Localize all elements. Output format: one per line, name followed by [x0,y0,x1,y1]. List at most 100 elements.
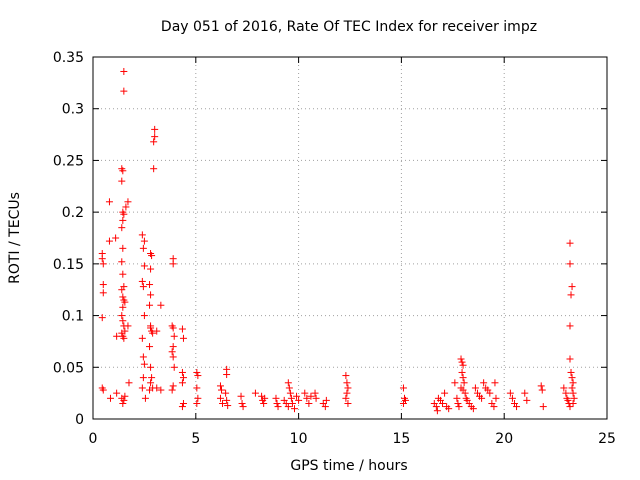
data-point [564,396,572,404]
data-point [301,389,309,397]
data-point [170,332,178,340]
data-point [119,317,127,325]
x-axis-label: GPS time / hours [290,458,407,474]
data-point [569,399,577,407]
data-point [118,224,126,232]
grid-lines [93,57,607,419]
data-point [284,379,292,387]
data-point [147,379,155,387]
data-point [120,396,128,404]
data-point [120,87,128,95]
data-point [124,322,132,330]
data-point [570,394,578,402]
data-point [491,379,499,387]
data-point [139,244,147,252]
data-point [120,334,128,342]
data-point [140,360,148,368]
data-point [568,283,576,291]
data-point [458,358,466,366]
data-point [99,289,107,297]
data-point [178,379,186,387]
data-point [179,374,187,382]
data-point [322,396,330,404]
plot-frame [92,56,608,420]
data-point [168,386,176,394]
y-tick-label: 0.05 [53,360,84,376]
data-point [146,301,154,309]
data-point [138,231,146,239]
data-point [566,260,574,268]
data-point [343,389,351,397]
x-tick-label: 25 [598,431,616,447]
data-point [453,394,461,402]
data-point [140,237,148,245]
data-point [569,379,577,387]
data-point [223,371,231,379]
y-axis-label: ROTI / TECUs [7,192,23,284]
data-point [272,394,280,402]
data-point [113,389,121,397]
data-point [523,396,531,404]
data-point [344,399,352,407]
data-point [178,403,186,411]
y-tick-label: 0.35 [53,50,84,66]
data-point [261,394,269,402]
data-point [459,361,467,369]
data-point [169,324,177,332]
data-point [287,394,295,402]
data-point [157,301,165,309]
data-point [223,396,231,404]
data-point [537,382,545,390]
data-point [321,403,329,411]
data-point [147,291,155,299]
data-point [293,392,301,400]
data-point [274,403,282,411]
data-point [147,324,155,332]
data-point [566,322,574,330]
data-point [119,216,127,224]
data-point [433,407,441,415]
data-point [460,379,468,387]
data-point [99,386,107,394]
data-point [153,327,161,335]
data-point [521,389,529,397]
data-point [146,343,154,351]
data-point [106,394,114,402]
x-tick-label: 15 [392,431,410,447]
data-point [451,379,459,387]
data-point [148,252,156,260]
data-point [343,379,351,387]
data-point [569,389,577,397]
data-point [490,403,498,411]
y-tick-label: 0.15 [53,257,84,273]
data-point [311,389,319,397]
data-point [566,239,574,247]
data-point [218,386,225,394]
data-point [560,384,568,392]
data-point [140,262,148,270]
data-point [216,382,224,390]
data-point [480,379,488,387]
data-point [219,399,227,407]
data-point [153,384,161,392]
data-point [461,389,469,397]
data-point [469,405,477,413]
data-point [568,384,576,392]
data-point [342,394,350,402]
data-point [125,379,133,387]
data-point [118,177,126,185]
data-point [169,260,177,268]
data-point [455,403,463,411]
data-point [113,332,121,340]
x-tick-label: 10 [290,431,308,447]
data-point [342,372,350,380]
data-point [508,394,516,402]
data-point [312,394,320,402]
data-point [138,277,146,285]
data-point [99,281,107,289]
data-point [344,384,352,392]
data-point [141,394,149,402]
data-point [445,405,453,413]
tick-labels: 0 5 10 15 20 25 0 0.05 0.1 0.15 0.2 0.25 0.3 0.35 [53,50,616,447]
data-point [454,399,462,407]
